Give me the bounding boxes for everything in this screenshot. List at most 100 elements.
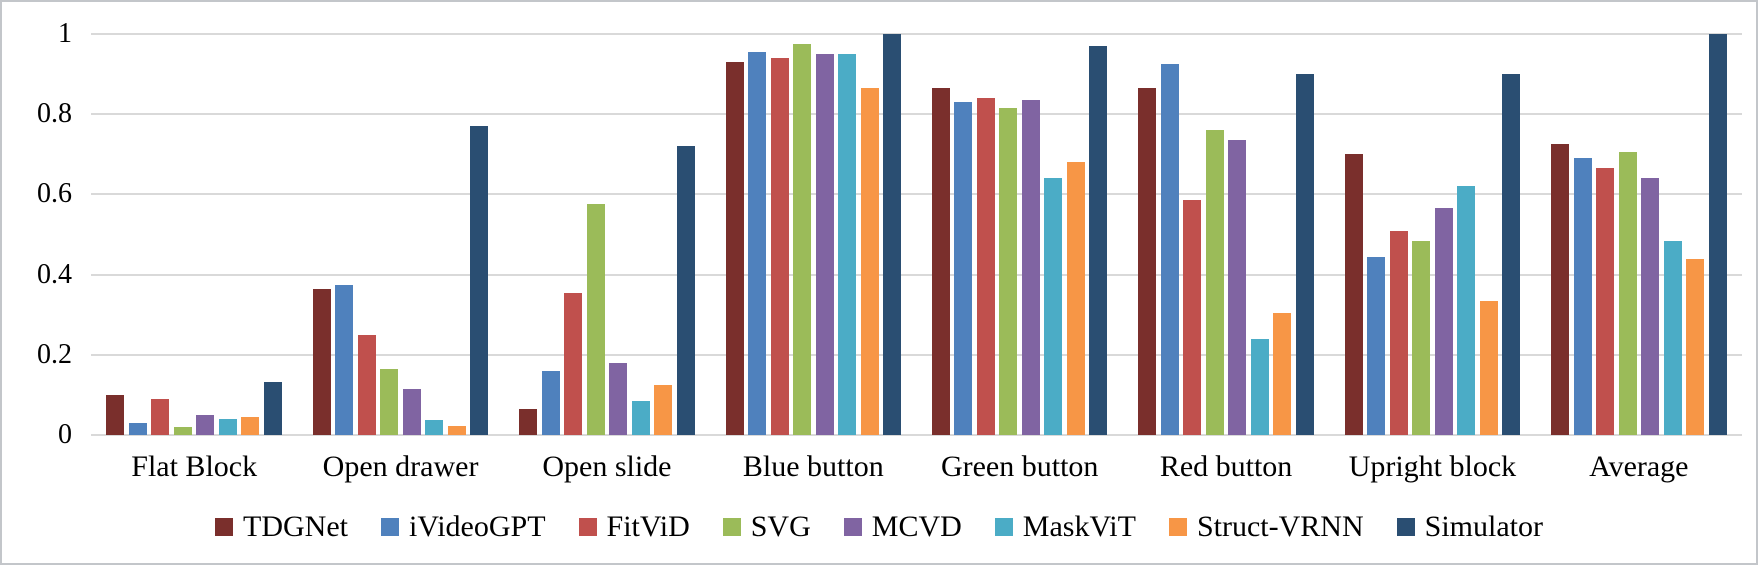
legend-label: Simulator <box>1424 510 1543 543</box>
bar-struct-vrnn <box>1479 300 1498 435</box>
plot-area <box>91 33 1742 436</box>
x-axis-category-label: Blue button <box>742 450 884 483</box>
bar-simulator <box>1295 74 1314 435</box>
bar-simulator <box>1708 34 1727 435</box>
bar-group-open-drawer <box>297 34 503 435</box>
bar-maskvit <box>1457 186 1476 435</box>
bar-simulator <box>263 381 282 435</box>
x-axis-category-label: Open drawer <box>322 450 479 483</box>
bar-ivideogpt <box>954 102 973 435</box>
bar-struct-vrnn <box>654 384 673 435</box>
bar-ivideogpt <box>335 284 354 435</box>
legend-item-maskvit: MaskViT <box>994 510 1136 544</box>
bar-maskvit <box>1663 240 1682 435</box>
bar-groups <box>91 34 1742 435</box>
legend-label: MCVD <box>871 510 962 543</box>
x-axis-category-label: Flat Block <box>131 450 258 483</box>
x-axis-category-label: Open slide <box>542 450 672 483</box>
x-axis-category-label: Green button <box>940 450 1099 483</box>
bar-simulator <box>883 34 902 435</box>
bar-group-flat-block <box>91 34 297 435</box>
bar-svg <box>380 368 399 435</box>
legend-label: MaskViT <box>1022 510 1136 543</box>
legend-swatch-icon <box>578 518 597 536</box>
bar-svg <box>1205 130 1224 435</box>
bar-simulator <box>470 126 489 435</box>
gridline <box>91 353 1742 356</box>
gridline <box>91 273 1742 276</box>
bar-maskvit <box>631 400 650 435</box>
legend-item-fitvid: FitViD <box>578 510 690 544</box>
bar-mcvd <box>1641 178 1660 435</box>
legend-item-mcvd: MCVD <box>843 510 962 544</box>
bar-simulator <box>1089 46 1108 435</box>
legend-item-simulator: Simulator <box>1396 510 1543 544</box>
bar-group-average <box>1536 34 1742 435</box>
legend-label: Struct-VRNN <box>1196 510 1364 543</box>
gridline <box>91 113 1742 116</box>
bar-tdgnet <box>1344 154 1363 435</box>
bar-svg <box>586 204 605 435</box>
bar-maskvit <box>218 418 237 435</box>
legend: TDGNet iVideoGPT FitViD SVG MCVD MaskViT Struc… <box>2 510 1756 544</box>
bar-group-green-button <box>917 34 1123 435</box>
bar-mcvd <box>196 414 215 435</box>
gridline <box>91 33 1742 35</box>
bar-ivideogpt <box>1160 64 1179 435</box>
legend-item-ivideogpt: iVideoGPT <box>381 510 546 544</box>
bar-group-blue-button <box>710 34 916 435</box>
bar-struct-vrnn <box>241 416 260 435</box>
bar-maskvit <box>1250 338 1269 435</box>
x-axis: Flat Block Open drawer Open slide Blue butt… <box>91 450 1742 484</box>
y-axis-tick-label: 0 <box>58 419 72 450</box>
bar-mcvd <box>1228 140 1247 435</box>
legend-swatch-icon <box>722 518 741 536</box>
bar-struct-vrnn <box>1273 312 1292 435</box>
bar-maskvit <box>838 54 857 435</box>
bar-fitvid <box>151 398 170 435</box>
y-axis-tick-label: 0.8 <box>37 98 72 130</box>
bar-svg <box>173 426 192 435</box>
bar-mcvd <box>1021 100 1040 435</box>
legend-label: SVG <box>750 510 811 543</box>
bar-tdgnet <box>106 394 125 435</box>
bar-fitvid <box>1389 230 1408 435</box>
bar-mcvd <box>609 362 628 435</box>
gridline <box>91 434 1742 436</box>
bar-fitvid <box>357 334 376 435</box>
bar-struct-vrnn <box>1686 258 1705 435</box>
bar-tdgnet <box>1138 88 1157 435</box>
bar-mcvd <box>1434 208 1453 435</box>
bar-fitvid <box>564 292 583 435</box>
bar-maskvit <box>1044 178 1063 435</box>
legend-swatch-icon <box>1168 518 1187 536</box>
bar-struct-vrnn <box>447 426 466 435</box>
bar-fitvid <box>770 58 789 435</box>
bar-svg <box>999 108 1018 435</box>
y-axis-tick-label: 0.6 <box>37 178 72 210</box>
legend-item-struct-vrnn: Struct-VRNN <box>1168 510 1364 544</box>
x-axis-category-label: Average <box>1589 450 1689 483</box>
bar-group-open-slide <box>504 34 710 435</box>
bar-mcvd <box>402 388 421 435</box>
bar-tdgnet <box>1551 144 1570 435</box>
bar-mcvd <box>815 54 834 435</box>
legend-swatch-icon <box>215 518 234 536</box>
bar-svg <box>1618 152 1637 435</box>
bar-simulator <box>1502 74 1521 435</box>
bar-ivideogpt <box>1367 256 1386 435</box>
bar-ivideogpt <box>748 52 767 435</box>
bar-group-upright-block <box>1329 34 1535 435</box>
bar-maskvit <box>425 419 444 435</box>
legend-swatch-icon <box>1396 518 1415 536</box>
gridline <box>91 193 1742 196</box>
bar-tdgnet <box>519 408 538 435</box>
bar-ivideogpt <box>541 370 560 435</box>
bar-tdgnet <box>931 88 950 435</box>
legend-label: iVideoGPT <box>409 510 546 543</box>
y-axis-tick-label: 1 <box>58 18 72 49</box>
y-axis-tick-label: 0.2 <box>37 338 72 370</box>
bar-tdgnet <box>312 288 331 435</box>
bar-fitvid <box>976 98 995 435</box>
